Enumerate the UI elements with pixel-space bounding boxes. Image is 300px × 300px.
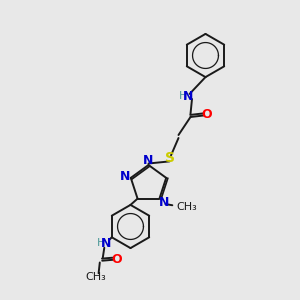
Text: N: N (183, 89, 194, 103)
Text: H: H (179, 91, 187, 101)
Text: CH₃: CH₃ (176, 202, 197, 212)
Text: N: N (101, 237, 111, 250)
Text: N: N (158, 196, 169, 209)
Text: S: S (164, 152, 175, 165)
Text: O: O (202, 107, 212, 121)
Text: O: O (111, 253, 122, 266)
Text: H: H (97, 238, 105, 248)
Text: N: N (120, 170, 130, 183)
Text: N: N (143, 154, 154, 167)
Text: CH₃: CH₃ (86, 272, 106, 282)
